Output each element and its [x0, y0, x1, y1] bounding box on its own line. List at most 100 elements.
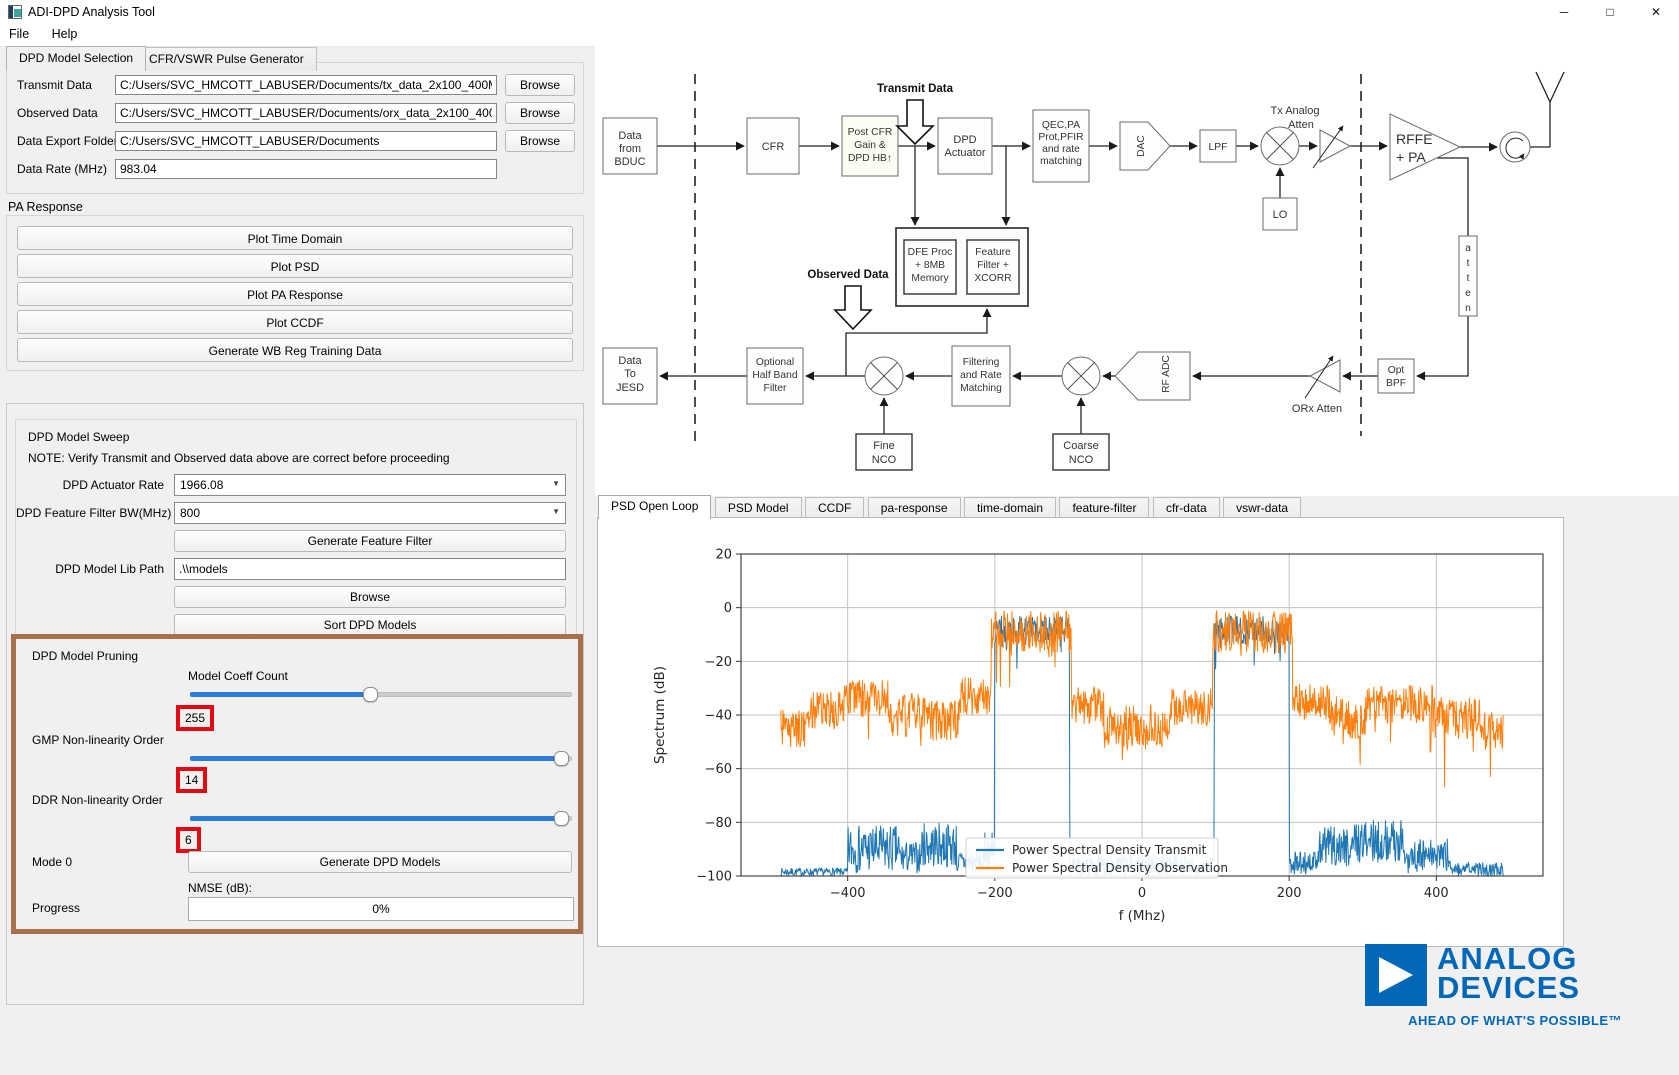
analog-devices-logo: ANALOG DEVICES AHEAD OF WHAT'S POSSIBLE™	[1365, 944, 1665, 1028]
ddr-order-slider[interactable]	[190, 811, 572, 825]
export-browse-button[interactable]: Browse	[505, 130, 575, 152]
svg-text:20: 20	[715, 548, 732, 563]
left-panel: Data Import/Export Transmit Data Browse …	[0, 46, 590, 1075]
svg-text:QEC,PA: QEC,PA	[1042, 120, 1080, 131]
svg-text:Feature: Feature	[975, 247, 1011, 258]
slider-thumb[interactable]	[363, 687, 378, 702]
svg-text:Power Spectral Density Observa: Power Spectral Density Observation	[1012, 861, 1228, 875]
svg-text:CFR: CFR	[762, 141, 785, 153]
dpd-model-sweep-group: DPD Model Sweep NOTE: Verify Transmit an…	[15, 419, 577, 637]
svg-text:Filtering: Filtering	[963, 357, 1000, 368]
observed-data-input[interactable]	[115, 103, 497, 123]
svg-text:200: 200	[1277, 886, 1302, 901]
tab-psd-open-loop[interactable]: PSD Open Loop	[598, 495, 711, 519]
svg-text:Actuator: Actuator	[945, 147, 986, 159]
gmp-order-label: GMP Non-linearity Order	[32, 733, 164, 747]
svg-text:t: t	[1467, 258, 1470, 269]
sweep-note: NOTE: Verify Transmit and Observed data …	[28, 451, 450, 465]
generate-wb-reg-button[interactable]: Generate WB Reg Training Data	[17, 338, 573, 362]
minimize-icon[interactable]: ─	[1541, 0, 1587, 24]
tab-cfr-vswr-generator[interactable]: CFR/VSWR Pulse Generator	[136, 47, 317, 71]
data-rate-input[interactable]	[115, 159, 497, 179]
export-folder-input[interactable]	[115, 131, 497, 151]
transmit-data-label: Transmit Data	[17, 78, 92, 92]
sort-dpd-models-button[interactable]: Sort DPD Models	[174, 614, 566, 636]
svg-text:To: To	[624, 368, 636, 380]
svg-text:−40: −40	[705, 709, 732, 724]
close-icon[interactable]: ✕	[1633, 0, 1679, 24]
progress-bar: 0%	[188, 897, 574, 921]
svg-text:−200: −200	[977, 886, 1013, 901]
mode-label: Mode 0	[32, 855, 72, 869]
svg-text:Gain &: Gain &	[854, 140, 886, 151]
tab-psd-model[interactable]: PSD Model	[715, 497, 802, 519]
lib-browse-button[interactable]: Browse	[174, 586, 566, 608]
logo-line2: DEVICES	[1437, 973, 1580, 1002]
generate-dpd-models-button[interactable]: Generate DPD Models	[188, 851, 572, 873]
svg-text:BPF: BPF	[1386, 378, 1406, 389]
tab-vswr-data[interactable]: vswr-data	[1223, 497, 1301, 519]
svg-text:LPF: LPF	[1209, 142, 1228, 153]
slider-thumb[interactable]	[554, 811, 569, 826]
svg-text:JESD: JESD	[616, 382, 644, 394]
tab-feature-filter[interactable]: feature-filter	[1059, 497, 1149, 519]
svg-text:−400: −400	[830, 886, 866, 901]
actuator-rate-combo[interactable]: 1966.08 ▼	[174, 474, 566, 496]
model-coeff-count-label: Model Coeff Count	[188, 669, 288, 683]
slider-thumb[interactable]	[554, 751, 569, 766]
svg-text:DPD: DPD	[953, 134, 976, 146]
tab-time-domain[interactable]: time-domain	[964, 497, 1056, 519]
tab-dpd-model-selection[interactable]: DPD Model Selection	[6, 46, 146, 71]
y-axis-label: Spectrum (dB)	[652, 666, 668, 764]
svg-text:+ 8MB: + 8MB	[915, 260, 945, 271]
data-rate-label: Data Rate (MHz)	[17, 162, 107, 176]
pa-response-group: Plot Time Domain Plot PSD Plot PA Respon…	[6, 215, 584, 371]
tab-pa-response[interactable]: pa-response	[868, 497, 961, 519]
ddr-order-value: 6	[176, 827, 201, 853]
node-rffe-pa	[1390, 114, 1460, 180]
svg-text:t: t	[1467, 273, 1470, 284]
gmp-order-value: 14	[176, 767, 207, 793]
plot-pa-response-button[interactable]: Plot PA Response	[17, 282, 573, 306]
node-dpd-actuator	[938, 118, 992, 174]
node-rf-adc	[1115, 352, 1190, 400]
feature-bw-combo[interactable]: 800 ▼	[174, 502, 566, 524]
chevron-down-icon: ▼	[552, 479, 560, 488]
svg-text:Optional: Optional	[756, 357, 794, 368]
lib-path-input[interactable]	[174, 558, 566, 580]
transmit-data-input[interactable]	[115, 75, 497, 95]
svg-text:and Rate: and Rate	[960, 370, 1002, 381]
svg-text:Opt: Opt	[1388, 365, 1405, 376]
svg-text:matching: matching	[1040, 156, 1082, 167]
node-mixer-tx	[1261, 127, 1299, 165]
psd-chart: −400−2000200400200−20−40−60−80−100f (Mhz…	[598, 518, 1563, 944]
plot-ccdf-button[interactable]: Plot CCDF	[17, 310, 573, 334]
menu-file[interactable]: File	[0, 24, 38, 44]
observed-data-label: Observed Data	[17, 106, 98, 120]
svg-text:NCO: NCO	[1069, 454, 1094, 466]
maximize-icon[interactable]: □	[1587, 0, 1633, 24]
lib-path-label: DPD Model Lib Path	[16, 562, 164, 576]
observed-browse-button[interactable]: Browse	[505, 102, 575, 124]
menu-help[interactable]: Help	[43, 24, 87, 44]
svg-text:Tx Analog: Tx Analog	[1271, 105, 1320, 117]
svg-text:−20: −20	[705, 655, 732, 670]
tab-ccdf[interactable]: CCDF	[805, 497, 864, 519]
transmit-browse-button[interactable]: Browse	[505, 74, 575, 96]
svg-text:400: 400	[1424, 886, 1449, 901]
feature-bw-value: 800	[180, 506, 200, 520]
app-window: ADI-DPD Analysis Tool ─ □ ✕ File Help Da…	[0, 0, 1679, 1075]
tab-cfr-data[interactable]: cfr-data	[1153, 497, 1220, 519]
node-tx-atten	[1313, 126, 1350, 168]
plot-tabs: PSD Open Loop PSD Model CCDF pa-response…	[598, 495, 1300, 518]
svg-text:from: from	[619, 143, 641, 155]
plot-psd-button[interactable]: Plot PSD	[17, 254, 573, 278]
plot-time-domain-button[interactable]: Plot Time Domain	[17, 226, 573, 250]
svg-text:XCORR: XCORR	[974, 273, 1011, 284]
adi-triangle-icon	[1365, 944, 1427, 1006]
generate-feature-filter-button[interactable]: Generate Feature Filter	[174, 530, 566, 552]
svg-text:−60: −60	[705, 762, 732, 777]
model-coeff-count-slider[interactable]	[190, 687, 572, 701]
gmp-order-slider[interactable]	[190, 751, 572, 765]
svg-text:and rate: and rate	[1042, 144, 1080, 155]
